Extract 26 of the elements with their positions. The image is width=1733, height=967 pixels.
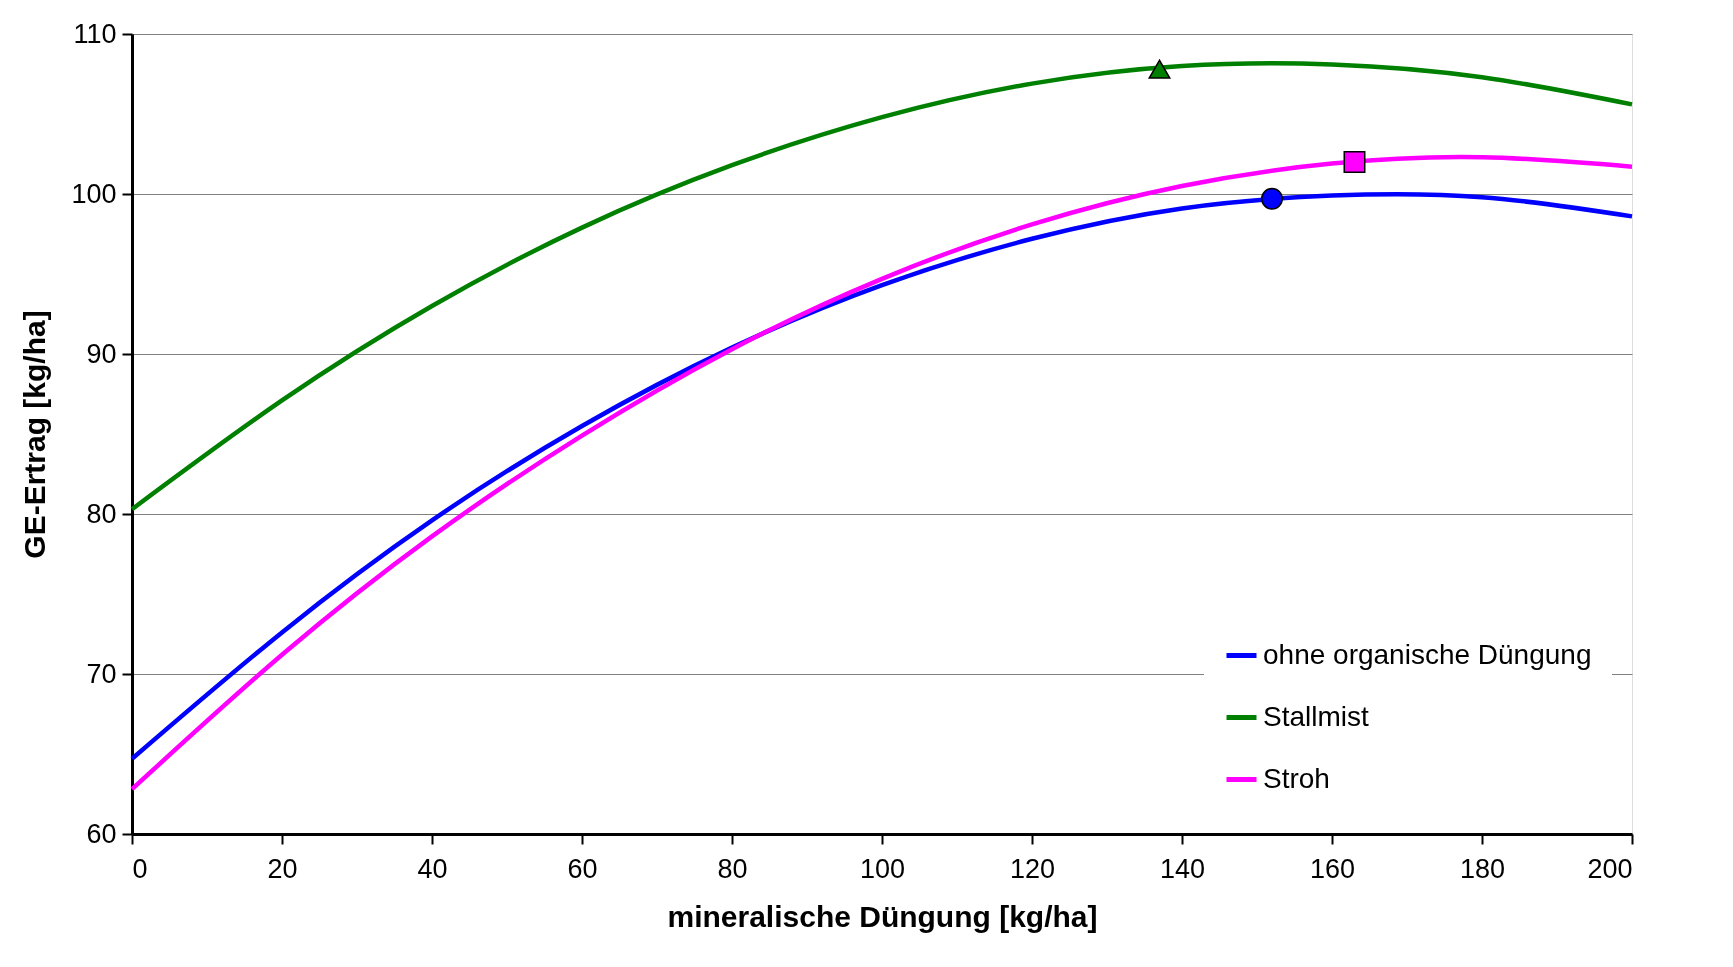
x-tick-label: 200: [1587, 853, 1633, 884]
legend-label: Stallmist: [1263, 700, 1370, 732]
point: [1148, 59, 1171, 79]
x-tick-label: 0: [132, 853, 148, 884]
y-tick-label: 60: [86, 818, 117, 849]
y-tick-label: 80: [86, 498, 117, 529]
x-tick-label: 100: [859, 853, 906, 884]
x-tick-label: 40: [417, 853, 448, 884]
point: [1261, 187, 1283, 210]
x-tick-label: 120: [1009, 853, 1056, 884]
point: [1343, 151, 1366, 173]
y-axis-title: GE-Ertrag [kg/ha]: [18, 310, 52, 559]
y-tick-label: 70: [86, 658, 117, 689]
legend-label: Stroh: [1263, 762, 1330, 794]
x-tick-label: 20: [267, 853, 298, 884]
y-tick-label: 100: [71, 178, 117, 209]
y-tick-label: 110: [73, 18, 117, 49]
y-tick-label: 90: [86, 338, 117, 369]
line-series: [129, 61, 1635, 512]
x-tick-label: 160: [1309, 853, 1356, 884]
x-tick-label: 140: [1159, 853, 1206, 884]
x-tick-label: 60: [567, 853, 598, 884]
x-tick-label: 80: [717, 853, 748, 884]
x-tick-label: 180: [1459, 853, 1506, 884]
x-axis-title: mineralische Düngung [kg/ha]: [667, 899, 1098, 933]
legend-label: ohne organische Düngung: [1263, 638, 1592, 670]
